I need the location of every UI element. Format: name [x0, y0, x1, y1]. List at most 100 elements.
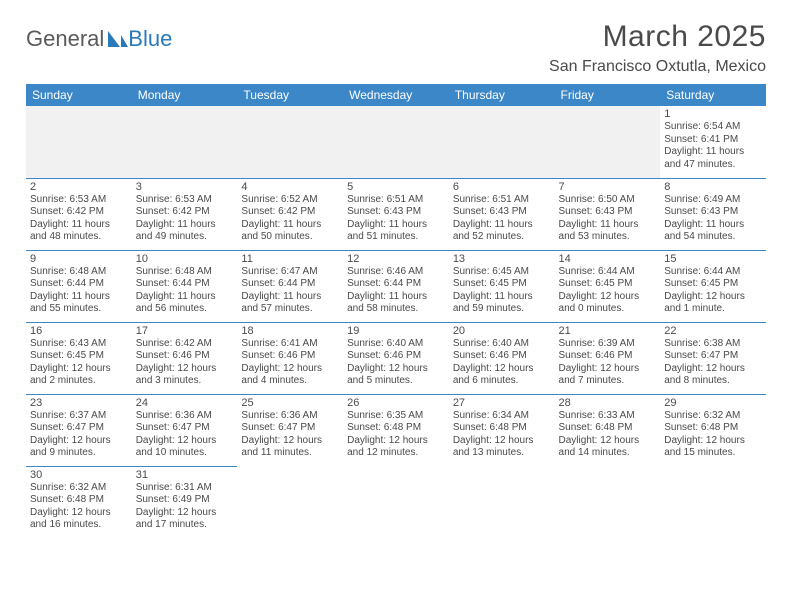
daylight-text: Daylight: 12 hours and 8 minutes. [664, 363, 762, 388]
sunset-text: Sunset: 6:46 PM [559, 350, 657, 363]
day-number: 5 [347, 181, 445, 193]
sunset-text: Sunset: 6:42 PM [30, 206, 128, 219]
day-info: Sunrise: 6:39 AMSunset: 6:46 PMDaylight:… [559, 338, 657, 388]
day-number: 19 [347, 325, 445, 337]
sunrise-text: Sunrise: 6:50 AM [559, 194, 657, 207]
day-cell: 4Sunrise: 6:52 AMSunset: 6:42 PMDaylight… [237, 178, 343, 250]
sunrise-text: Sunrise: 6:44 AM [664, 266, 762, 279]
daylight-text: Daylight: 11 hours and 54 minutes. [664, 219, 762, 244]
day-number: 18 [241, 325, 339, 337]
day-info: Sunrise: 6:36 AMSunset: 6:47 PMDaylight:… [136, 410, 234, 460]
sunrise-text: Sunrise: 6:32 AM [30, 482, 128, 495]
daylight-text: Daylight: 12 hours and 14 minutes. [559, 435, 657, 460]
day-number: 16 [30, 325, 128, 337]
sunset-text: Sunset: 6:46 PM [347, 350, 445, 363]
day-info: Sunrise: 6:42 AMSunset: 6:46 PMDaylight:… [136, 338, 234, 388]
calendar-body: 1Sunrise: 6:54 AMSunset: 6:41 PMDaylight… [26, 106, 766, 538]
sunrise-text: Sunrise: 6:36 AM [241, 410, 339, 423]
day-info: Sunrise: 6:53 AMSunset: 6:42 PMDaylight:… [136, 194, 234, 244]
daylight-text: Daylight: 12 hours and 0 minutes. [559, 291, 657, 316]
day-cell: 28Sunrise: 6:33 AMSunset: 6:48 PMDayligh… [555, 394, 661, 466]
empty-cell [449, 466, 555, 538]
sunrise-text: Sunrise: 6:36 AM [136, 410, 234, 423]
day-info: Sunrise: 6:32 AMSunset: 6:48 PMDaylight:… [30, 482, 128, 532]
daylight-text: Daylight: 11 hours and 58 minutes. [347, 291, 445, 316]
day-number: 26 [347, 397, 445, 409]
day-info: Sunrise: 6:46 AMSunset: 6:44 PMDaylight:… [347, 266, 445, 316]
weekday-header: Monday [132, 84, 238, 106]
day-number: 15 [664, 253, 762, 265]
daylight-text: Daylight: 11 hours and 55 minutes. [30, 291, 128, 316]
daylight-text: Daylight: 12 hours and 7 minutes. [559, 363, 657, 388]
empty-cell [237, 466, 343, 538]
sunset-text: Sunset: 6:42 PM [136, 206, 234, 219]
day-cell: 13Sunrise: 6:45 AMSunset: 6:45 PMDayligh… [449, 250, 555, 322]
day-number: 25 [241, 397, 339, 409]
calendar-row: 9Sunrise: 6:48 AMSunset: 6:44 PMDaylight… [26, 250, 766, 322]
day-cell: 5Sunrise: 6:51 AMSunset: 6:43 PMDaylight… [343, 178, 449, 250]
empty-cell [26, 106, 132, 178]
day-number: 4 [241, 181, 339, 193]
daylight-text: Daylight: 11 hours and 49 minutes. [136, 219, 234, 244]
empty-cell [555, 466, 661, 538]
sunrise-text: Sunrise: 6:44 AM [559, 266, 657, 279]
day-cell: 29Sunrise: 6:32 AMSunset: 6:48 PMDayligh… [660, 394, 766, 466]
day-cell: 7Sunrise: 6:50 AMSunset: 6:43 PMDaylight… [555, 178, 661, 250]
daylight-text: Daylight: 12 hours and 2 minutes. [30, 363, 128, 388]
sunset-text: Sunset: 6:46 PM [453, 350, 551, 363]
sunset-text: Sunset: 6:47 PM [136, 422, 234, 435]
sunset-text: Sunset: 6:45 PM [453, 278, 551, 291]
daylight-text: Daylight: 12 hours and 6 minutes. [453, 363, 551, 388]
day-number: 29 [664, 397, 762, 409]
sunrise-text: Sunrise: 6:43 AM [30, 338, 128, 351]
day-cell: 31Sunrise: 6:31 AMSunset: 6:49 PMDayligh… [132, 466, 238, 538]
day-number: 13 [453, 253, 551, 265]
day-number: 17 [136, 325, 234, 337]
location-text: San Francisco Oxtutla, Mexico [549, 58, 766, 76]
sunrise-text: Sunrise: 6:48 AM [30, 266, 128, 279]
empty-cell [555, 106, 661, 178]
day-cell: 11Sunrise: 6:47 AMSunset: 6:44 PMDayligh… [237, 250, 343, 322]
daylight-text: Daylight: 12 hours and 3 minutes. [136, 363, 234, 388]
day-info: Sunrise: 6:44 AMSunset: 6:45 PMDaylight:… [664, 266, 762, 316]
day-number: 14 [559, 253, 657, 265]
sunset-text: Sunset: 6:44 PM [136, 278, 234, 291]
sunset-text: Sunset: 6:48 PM [559, 422, 657, 435]
sunrise-text: Sunrise: 6:39 AM [559, 338, 657, 351]
calendar-row: 30Sunrise: 6:32 AMSunset: 6:48 PMDayligh… [26, 466, 766, 538]
sunrise-text: Sunrise: 6:32 AM [664, 410, 762, 423]
sunset-text: Sunset: 6:43 PM [347, 206, 445, 219]
sunrise-text: Sunrise: 6:51 AM [453, 194, 551, 207]
day-info: Sunrise: 6:33 AMSunset: 6:48 PMDaylight:… [559, 410, 657, 460]
sunset-text: Sunset: 6:41 PM [664, 134, 762, 147]
empty-cell [132, 106, 238, 178]
day-number: 6 [453, 181, 551, 193]
brand-logo: General Blue [26, 26, 172, 52]
daylight-text: Daylight: 12 hours and 15 minutes. [664, 435, 762, 460]
brand-word2: Blue [128, 26, 172, 52]
sunset-text: Sunset: 6:46 PM [136, 350, 234, 363]
day-number: 24 [136, 397, 234, 409]
day-cell: 14Sunrise: 6:44 AMSunset: 6:45 PMDayligh… [555, 250, 661, 322]
day-cell: 30Sunrise: 6:32 AMSunset: 6:48 PMDayligh… [26, 466, 132, 538]
weekday-header: Saturday [660, 84, 766, 106]
day-number: 31 [136, 469, 234, 481]
day-info: Sunrise: 6:54 AMSunset: 6:41 PMDaylight:… [664, 121, 762, 171]
sunset-text: Sunset: 6:49 PM [136, 494, 234, 507]
calendar-row: 2Sunrise: 6:53 AMSunset: 6:42 PMDaylight… [26, 178, 766, 250]
daylight-text: Daylight: 12 hours and 11 minutes. [241, 435, 339, 460]
day-info: Sunrise: 6:38 AMSunset: 6:47 PMDaylight:… [664, 338, 762, 388]
day-cell: 20Sunrise: 6:40 AMSunset: 6:46 PMDayligh… [449, 322, 555, 394]
day-cell: 9Sunrise: 6:48 AMSunset: 6:44 PMDaylight… [26, 250, 132, 322]
daylight-text: Daylight: 12 hours and 16 minutes. [30, 507, 128, 532]
day-info: Sunrise: 6:35 AMSunset: 6:48 PMDaylight:… [347, 410, 445, 460]
daylight-text: Daylight: 11 hours and 59 minutes. [453, 291, 551, 316]
sunrise-text: Sunrise: 6:49 AM [664, 194, 762, 207]
day-info: Sunrise: 6:50 AMSunset: 6:43 PMDaylight:… [559, 194, 657, 244]
day-number: 1 [664, 108, 762, 120]
day-number: 10 [136, 253, 234, 265]
sunset-text: Sunset: 6:48 PM [347, 422, 445, 435]
day-info: Sunrise: 6:47 AMSunset: 6:44 PMDaylight:… [241, 266, 339, 316]
empty-cell [343, 106, 449, 178]
brand-word1: General [26, 26, 104, 52]
